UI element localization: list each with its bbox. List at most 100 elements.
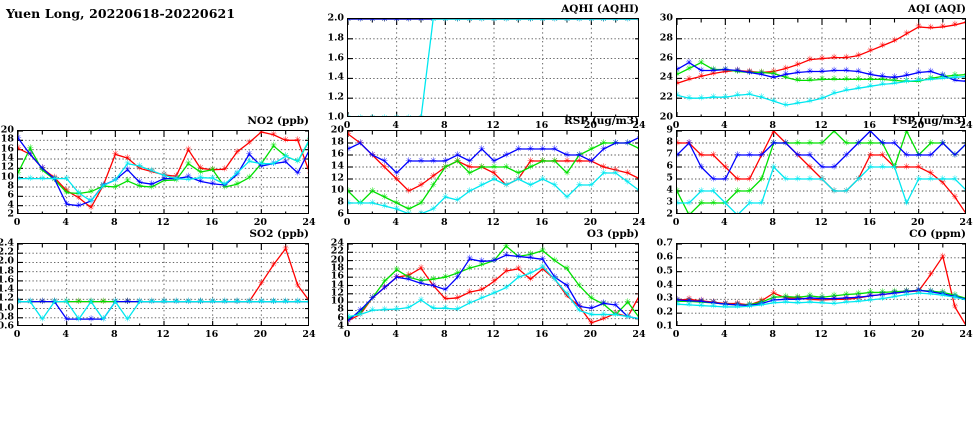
series-marker: ✳ xyxy=(539,262,546,272)
series-marker: ✳ xyxy=(282,136,289,146)
series-marker: ✳ xyxy=(686,210,693,214)
series-marker: ✳ xyxy=(636,19,639,24)
series-marker: ✳ xyxy=(478,144,485,154)
series-marker: ✳ xyxy=(782,295,789,305)
series-marker: ✳ xyxy=(806,162,813,172)
series-marker: ✳ xyxy=(963,138,966,148)
plot-area-co: ✳ ✳ ✳ ✳ ✳ ✳ ✳ ✳ ✳ ✳ ✳ ✳ ✳ ✳ ✳ ✳ ✳ ✳ ✳ ✳ ✳ ✳ ✳ ✳ ✳ ✳ ✳ ✳ ✳ ✳ ✳ ✳ ✳ ✳ ✳ ✳ ✳ ✳ ✳ ✳… xyxy=(676,243,966,326)
series-marker: ✳ xyxy=(563,156,570,166)
series-marker: ✳ xyxy=(855,84,862,94)
series-marker: ✳ xyxy=(63,186,70,196)
plot-svg-so2: ✳ ✳ ✳ ✳ ✳ ✳ ✳ ✳ ✳ ✳ ✳ ✳ ✳ ✳ ✳ ✳ ✳ ✳ ✳✳✳✳✳✳ ✳ ✳ ✳ ✳ ✳ ✳ ✳ ✳ ✳ ✳ ✳ ✳ ✳ ✳ ✳ ✳… xyxy=(18,244,308,325)
series-marker: ✳ xyxy=(405,270,412,280)
series-marker: ✳ xyxy=(770,162,777,172)
series-marker: ✳ xyxy=(734,210,741,214)
series-marker: ✳ xyxy=(348,19,352,24)
series-marker: ✳ xyxy=(503,19,510,24)
series-marker: ✳ xyxy=(51,174,58,184)
series-marker: ✳ xyxy=(818,294,825,304)
series-marker: ✳ xyxy=(677,79,681,89)
series-marker: ✳ xyxy=(831,75,838,85)
series-marker: ✳ xyxy=(381,201,388,211)
y-tick-label: 20 xyxy=(659,111,673,123)
y-tick-label: 1.2 xyxy=(327,91,344,103)
series-marker: ✳ xyxy=(515,19,522,24)
y-tick-label: 1.6 xyxy=(0,274,14,286)
series-marker: ✳ xyxy=(576,180,583,190)
y-tick-label: 2 xyxy=(7,208,14,220)
x-tick-label: 16 xyxy=(205,217,219,228)
series-marker: ✳ xyxy=(527,180,534,190)
series-marker: ✳ xyxy=(951,71,958,81)
series-marker: ✳ xyxy=(698,66,705,76)
series-marker: ✳ xyxy=(576,19,583,24)
series-marker: ✳ xyxy=(503,266,510,276)
series-marker: ✳ xyxy=(698,72,705,82)
series-marker: ✳ xyxy=(927,74,934,84)
series-marker: ✳ xyxy=(831,162,838,172)
series-marker: ✳ xyxy=(270,297,277,307)
series-marker: ✳ xyxy=(112,175,119,185)
series-marker: ✳ xyxy=(478,162,485,172)
series-marker: ✳ xyxy=(686,297,693,307)
series-marker: ✳ xyxy=(927,75,934,85)
series-marker: ✳ xyxy=(381,305,388,315)
series-marker: ✳ xyxy=(588,19,595,24)
series-line-no2-2 xyxy=(18,137,308,207)
series-marker: ✳ xyxy=(686,58,693,68)
plot-area-rsp: ✳ ✳ ✳ ✳ ✳ ✳ ✳ ✳ ✳ ✳ ✳ ✳ ✳ ✳ ✳ ✳ ✳ ✳ ✳ ✳ ✳ ✳ ✳ ✳ ✳ ✳ ✳ ✳ ✳ ✳ ✳ ✳ ✳ ✳ ✳ ✳ ✳ ✳ ✳ ✳… xyxy=(347,130,639,214)
series-marker: ✳ xyxy=(963,70,966,80)
series-marker: ✳ xyxy=(600,138,607,148)
series-marker: ✳ xyxy=(770,293,777,303)
series-marker: ✳ xyxy=(539,19,546,24)
series-marker: ✳ xyxy=(466,263,473,273)
series-marker: ✳ xyxy=(879,294,886,304)
series-marker: ✳ xyxy=(258,159,265,169)
series-marker: ✳ xyxy=(879,75,886,85)
series-marker: ✳ xyxy=(951,20,958,30)
series-marker: ✳ xyxy=(624,297,631,307)
series-marker: ✳ xyxy=(173,297,180,307)
series-marker: ✳ xyxy=(927,289,934,299)
x-tick-label: 16 xyxy=(862,120,876,131)
series-marker: ✳ xyxy=(710,150,717,160)
x-tick-label: 24 xyxy=(959,120,973,131)
plot-area-aqhi: ✳ ✳ ✳ ✳ ✳ ✳ ✳ ✳ ✳ ✳ ✳ ✳ ✳ ✳ ✳ ✳ ✳ ✳ ✳ ✳ ✳ ✳ ✳ ✳ ✳ ✳ ✳ ✳ ✳ ✳ ✳ ✳ ✳ ✳ ✳ ✳ ✳ ✳ ✳ ✳… xyxy=(347,18,639,117)
x-tick-label: 0 xyxy=(672,217,680,228)
series-marker: ✳ xyxy=(27,297,34,307)
series-marker: ✳ xyxy=(782,73,789,83)
series-marker: ✳ xyxy=(867,295,874,305)
series-marker: ✳ xyxy=(636,314,639,324)
y-tick-label: 12 xyxy=(0,161,14,173)
series-marker: ✳ xyxy=(124,159,131,169)
series-marker: ✳ xyxy=(600,299,607,309)
y-tick-label: 10 xyxy=(330,295,344,307)
series-marker: ✳ xyxy=(758,297,765,307)
y-tick-label: 8 xyxy=(666,136,673,148)
series-marker: ✳ xyxy=(915,77,922,87)
series-marker: ✳ xyxy=(927,168,934,178)
series-marker: ✳ xyxy=(746,150,753,160)
series-marker: ✳ xyxy=(782,64,789,74)
series-marker: ✳ xyxy=(527,19,534,24)
series-line-co-2 xyxy=(677,289,965,307)
series-marker: ✳ xyxy=(478,180,485,190)
series-marker: ✳ xyxy=(758,150,765,160)
series-marker: ✳ xyxy=(221,165,228,175)
series-marker: ✳ xyxy=(818,298,825,308)
x-tick-label: 8 xyxy=(441,120,448,131)
series-marker: ✳ xyxy=(515,168,522,178)
y-tick-label: 2.2 xyxy=(0,246,14,258)
series-marker: ✳ xyxy=(478,260,485,270)
x-tick-label: 4 xyxy=(392,329,399,340)
series-marker: ✳ xyxy=(612,19,619,24)
x-tick-label: 12 xyxy=(486,120,500,131)
series-marker: ✳ xyxy=(563,150,570,160)
series-marker: ✳ xyxy=(233,168,240,178)
series-line-o3-2 xyxy=(348,254,638,322)
series-marker: ✳ xyxy=(405,19,412,24)
series-marker: ✳ xyxy=(563,19,570,24)
series-marker: ✳ xyxy=(686,75,693,85)
y-tick-label: 9 xyxy=(666,124,673,136)
series-marker: ✳ xyxy=(478,293,485,303)
